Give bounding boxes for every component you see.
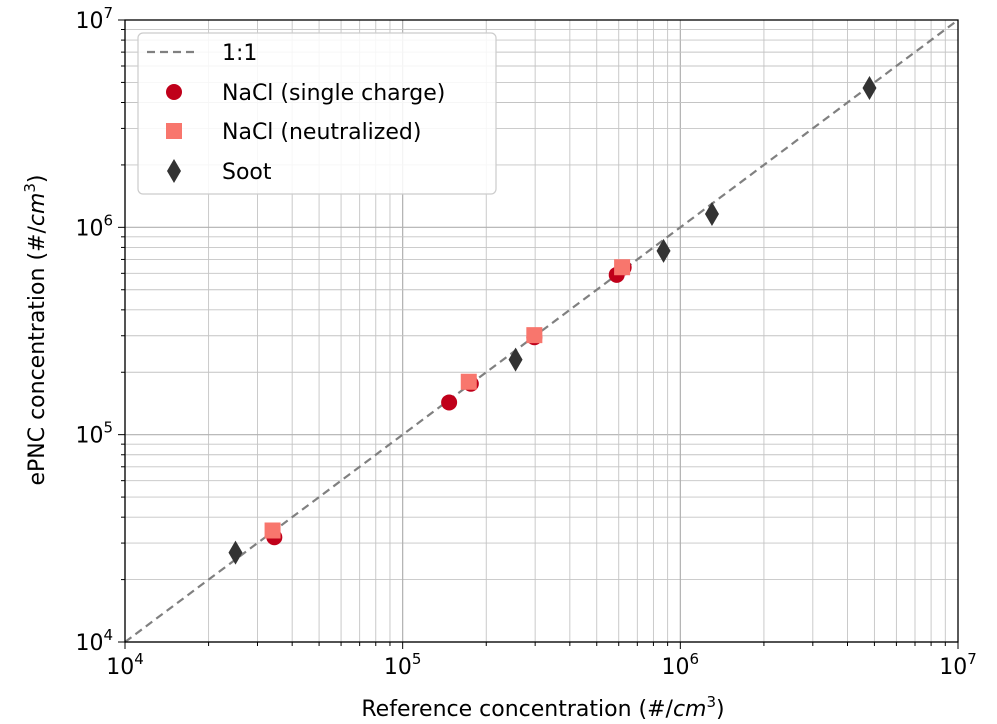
y-tick-label: 106	[75, 211, 113, 241]
marker-soot	[704, 201, 719, 226]
marker-soot	[508, 347, 523, 372]
marker-soot	[862, 75, 877, 100]
legend-label-reference-line: 1:1	[222, 41, 257, 66]
y-tick-label: 104	[75, 626, 113, 656]
legend-label-soot: Soot	[222, 160, 272, 185]
marker-nacl-neutralized	[614, 259, 631, 276]
x-axis-label-prefix: Reference concentration (#/	[361, 697, 673, 722]
y-tick-label: 107	[75, 4, 113, 34]
y-axis-label: ePNC concentration (#/cm3)	[21, 174, 50, 485]
y-tick-label: 105	[75, 419, 113, 449]
data-markers	[228, 75, 877, 565]
marker-nacl-neutralized	[526, 327, 543, 344]
y-axis-label-unit: cm	[25, 193, 50, 227]
x-tick-label: 105	[384, 650, 422, 680]
marker-nacl-neutralized	[264, 522, 281, 539]
x-tick-label: 106	[662, 650, 700, 680]
x-tick-label: 104	[106, 650, 144, 680]
legend-swatch-nacl-neutralized	[166, 123, 182, 139]
marker-soot	[228, 540, 243, 565]
x-axis-label-unit: cm	[673, 697, 707, 722]
marker-nacl-neutralized	[460, 373, 477, 390]
x-tick-label: 107	[939, 650, 977, 680]
legend-swatch-nacl-single	[166, 84, 182, 100]
legend-swatch-soot	[167, 159, 181, 183]
plot-area-frame	[124, 19, 959, 643]
x-axis-label: Reference concentration (#/cm3)	[361, 693, 724, 722]
reference-line-1-1	[124, 19, 959, 643]
legend-label-nacl-single: NaCl (single charge)	[222, 81, 445, 106]
x-axis-label-suffix: )	[716, 697, 725, 722]
y-axis-label-suffix: )	[25, 174, 50, 183]
marker-soot	[656, 238, 671, 263]
legend-box	[137, 32, 497, 195]
marker-nacl-single-charge	[441, 394, 458, 411]
y-axis-label-exponent: 3	[21, 183, 39, 193]
tick-marks	[118, 19, 959, 649]
grid-lines	[124, 20, 958, 643]
x-axis-label-exponent: 3	[706, 693, 716, 711]
y-axis-label-prefix: ePNC concentration (#/	[25, 226, 50, 486]
legend-label-nacl-neutralized: NaCl (neutralized)	[222, 120, 421, 145]
legend: 1:1 NaCl (single charge) NaCl (neutraliz…	[137, 32, 497, 195]
